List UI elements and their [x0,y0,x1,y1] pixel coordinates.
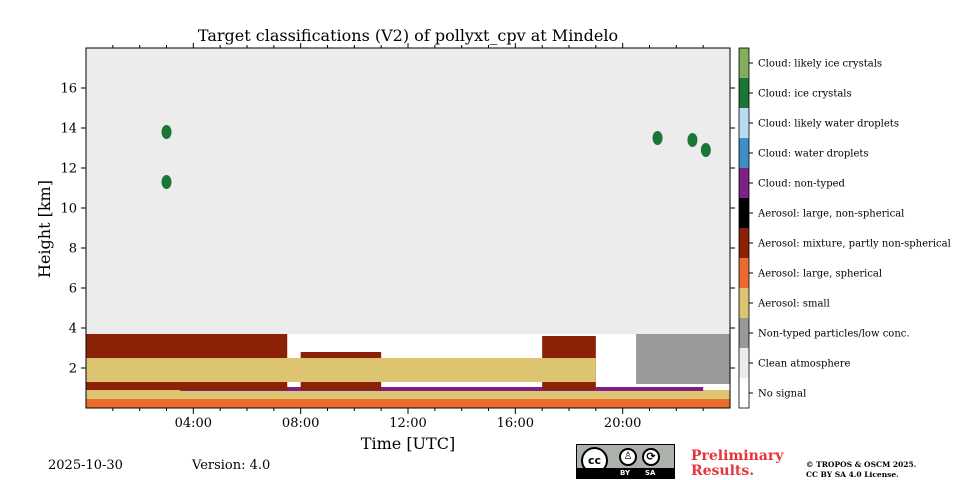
copyright-note: © TROPOS & OSCM 2025. CC BY SA 4.0 Licen… [806,460,916,480]
legend-label: No signal [758,389,806,400]
y-tick-label: 12 [60,162,77,177]
date-label: 2025-10-30 [48,458,123,473]
y-tick-label: 10 [60,202,77,217]
plot-area [86,48,730,408]
legend-swatch [739,108,749,138]
y-tick-label: 8 [69,242,77,257]
share-alike-icon: ⟳ [642,448,660,466]
layer-class-4 [86,399,730,408]
preliminary-line1: Preliminary [691,448,784,464]
legend-frame [738,47,750,409]
y-tick-label: 14 [60,122,77,137]
cloud-patch [652,131,663,145]
layer-class-3 [86,390,730,399]
legend-label: Cloud: likely water droplets [758,119,899,130]
x-tick-label: 04:00 [175,416,212,431]
legend: No signal Clean atmosphere Non-typed parti… [738,47,951,409]
legend-swatch [739,228,749,258]
y-tick-label: 16 [60,82,77,97]
cloud-patch [161,175,172,189]
y-tick-label: 4 [69,322,77,337]
copyright-line1: © TROPOS & OSCM 2025. [806,460,917,469]
x-axis-label: Time [UTC] [361,434,455,453]
x-tick-label: 08:00 [282,416,319,431]
preliminary-line2: Results. [691,463,755,479]
chart-title: Target classifications (V2) of pollyxt_c… [198,26,618,45]
by-label: BY [620,469,631,477]
legend-swatch [739,198,749,228]
layer-class-2 [636,334,730,384]
legend-swatch [739,378,749,408]
y-tick-label: 2 [69,362,77,377]
cloud-patch [700,143,711,157]
legend-label: Non-typed particles/low conc. [758,329,910,340]
legend-label: Cloud: non-typed [758,179,846,190]
legend-label: Aerosol: large, non-spherical [757,209,904,220]
cloud-patch [687,133,698,147]
y-axis-label: Height [km] [35,180,54,278]
y-tick-label: 6 [69,282,77,297]
legend-label: Aerosol: large, spherical [757,269,882,280]
cloud-patch [161,125,172,139]
layer-class-3 [86,358,596,382]
preliminary-results-note: Preliminary Results. [691,449,783,479]
layer-class-7 [179,387,704,391]
legend-label: Clean atmosphere [758,359,851,370]
copyright-line2: CC BY SA 4.0 License. [806,470,899,479]
legend-swatch [739,138,749,168]
legend-swatch [739,318,749,348]
legend-swatch [739,288,749,318]
x-tick-label: 20:00 [604,416,641,431]
version-label: Version: 4.0 [192,458,271,473]
legend-label: Aerosol: small [757,299,830,310]
legend-swatch [739,348,749,378]
legend-swatch [739,258,749,288]
legend-swatch [739,168,749,198]
legend-swatch [739,78,749,108]
legend-label: Cloud: ice crystals [758,89,852,100]
legend-label: Cloud: water droplets [758,149,869,160]
x-tick-label: 16:00 [497,416,534,431]
cc-license-badge: cc ♙ ⟳ BY SA [576,444,675,479]
legend-label: Aerosol: mixture, partly non-spherical [757,239,951,250]
layer-class-1 [86,48,730,334]
legend-label: Cloud: likely ice crystals [758,59,882,70]
x-tick-label: 12:00 [389,416,426,431]
attribution-person-icon: ♙ [619,448,637,466]
sa-label: SA [645,469,656,477]
legend-swatch [739,48,749,78]
axes: 04:00 08:00 12:00 16:00 20:00 2 4 6 8 10 12 14 16 [60,43,735,431]
